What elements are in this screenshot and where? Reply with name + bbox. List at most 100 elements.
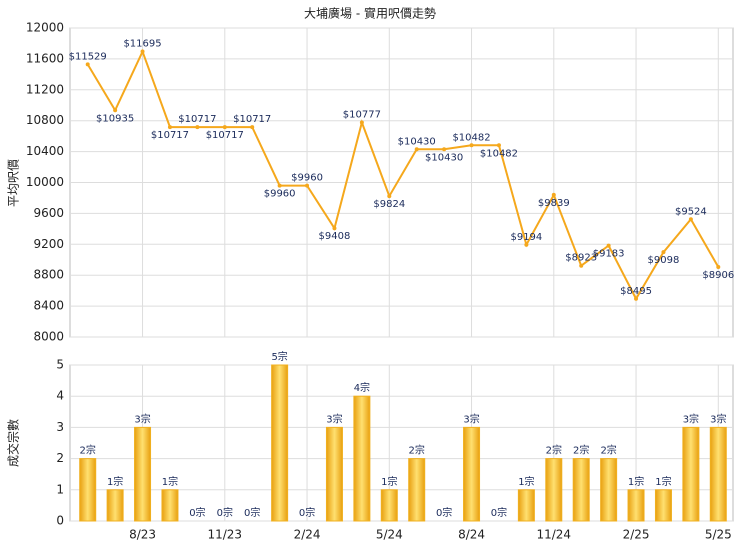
- data-label: $10482: [452, 132, 490, 143]
- data-label: 0宗: [299, 506, 315, 519]
- data-label: $11695: [123, 39, 161, 50]
- bar: [134, 426, 152, 522]
- y-tick-label: 10000: [26, 175, 64, 189]
- bar: [709, 426, 727, 522]
- point: [496, 143, 501, 148]
- y-tick-label: 11600: [26, 51, 64, 65]
- point: [332, 226, 337, 231]
- point: [551, 192, 556, 197]
- data-label: 0宗: [436, 506, 452, 519]
- bar: [325, 426, 343, 522]
- chart-title: 大埔廣場 - 實用呎價走勢: [304, 6, 436, 21]
- data-label: $9098: [648, 255, 680, 266]
- y-tick-label: 10400: [26, 144, 64, 158]
- data-label: 1宗: [107, 475, 123, 488]
- bar: [572, 458, 590, 522]
- bar: [161, 489, 179, 522]
- bar: [79, 458, 97, 522]
- point: [140, 49, 145, 54]
- bar: [408, 458, 426, 522]
- bar: [380, 489, 398, 522]
- bar: [654, 489, 672, 522]
- y-tick-label: 9200: [33, 237, 64, 251]
- y-tick-label: 1: [56, 482, 64, 496]
- x-tick-label: 2/24: [294, 528, 321, 542]
- y-tick-label: 10800: [26, 113, 64, 127]
- y-axis-label: 平均呎價: [7, 159, 21, 207]
- data-label: 2宗: [546, 444, 562, 457]
- data-label: $9824: [373, 199, 405, 210]
- bar: [463, 426, 481, 522]
- point: [195, 125, 200, 130]
- x-tick-label: 11/23: [207, 528, 242, 542]
- point: [167, 125, 172, 130]
- y-tick-label: 0: [56, 514, 64, 528]
- line: [86, 48, 720, 301]
- bar: [353, 395, 371, 522]
- bar: [627, 489, 645, 522]
- y-tick-label: 8800: [33, 268, 64, 282]
- point: [442, 147, 447, 152]
- data-label: $8495: [620, 286, 652, 297]
- data-label: $9194: [510, 232, 542, 243]
- data-label: $8906: [702, 270, 734, 281]
- point: [524, 242, 529, 247]
- point: [359, 120, 364, 125]
- point: [250, 125, 255, 130]
- data-label: 3宗: [683, 412, 699, 425]
- point: [661, 250, 666, 255]
- y-tick-label: 4: [56, 389, 64, 403]
- data-label: 2宗: [409, 444, 425, 457]
- point: [634, 296, 639, 301]
- point: [606, 243, 611, 248]
- y-tick-label: 8400: [33, 299, 64, 313]
- data-label: 5宗: [271, 350, 287, 363]
- point: [222, 125, 227, 130]
- data-label: $11529: [69, 51, 107, 62]
- data-label: $10717: [206, 130, 244, 141]
- data-label: $10430: [425, 152, 463, 163]
- data-label: 2宗: [80, 444, 96, 457]
- y-tick-label: 3: [56, 420, 64, 434]
- data-label: $10777: [343, 109, 381, 120]
- data-label: 1宗: [628, 475, 644, 488]
- data-label: 0宗: [491, 506, 507, 519]
- bar: [271, 364, 289, 522]
- data-label: 3宗: [710, 412, 726, 425]
- y-tick-label: 2: [56, 451, 64, 465]
- data-label: $10935: [96, 113, 134, 124]
- point: [113, 108, 118, 113]
- y-tick-label: 5: [56, 358, 64, 372]
- point: [579, 263, 584, 268]
- x-tick-label: 8/23: [129, 528, 156, 542]
- bar: [517, 489, 535, 522]
- data-label: 1宗: [162, 475, 178, 488]
- x-tick-label: 2/25: [623, 528, 650, 542]
- data-label: 3宗: [326, 412, 342, 425]
- x-tick-label: 5/24: [376, 528, 403, 542]
- data-label: $9408: [319, 231, 351, 242]
- data-label: 2宗: [600, 444, 616, 457]
- data-label: 0宗: [189, 506, 205, 519]
- data-label: $10717: [178, 114, 216, 125]
- y-axis-label: 成交宗數: [6, 419, 21, 467]
- point: [305, 183, 310, 188]
- data-label: 3宗: [463, 412, 479, 425]
- bar: [600, 458, 618, 522]
- data-label: 1宗: [655, 475, 671, 488]
- y-tick-label: 8000: [33, 330, 64, 344]
- y-tick-label: 9600: [33, 206, 64, 220]
- point: [387, 194, 392, 199]
- data-label: $10717: [233, 114, 271, 125]
- point: [277, 183, 282, 188]
- x-tick-label: 8/24: [458, 528, 485, 542]
- data-label: $8923: [565, 253, 597, 264]
- point: [716, 265, 721, 270]
- data-label: $9183: [593, 249, 625, 260]
- data-label: 3宗: [134, 412, 150, 425]
- point: [688, 217, 693, 222]
- data-label: $10482: [480, 148, 518, 159]
- data-label: $9960: [264, 189, 296, 200]
- data-label: 0宗: [244, 506, 260, 519]
